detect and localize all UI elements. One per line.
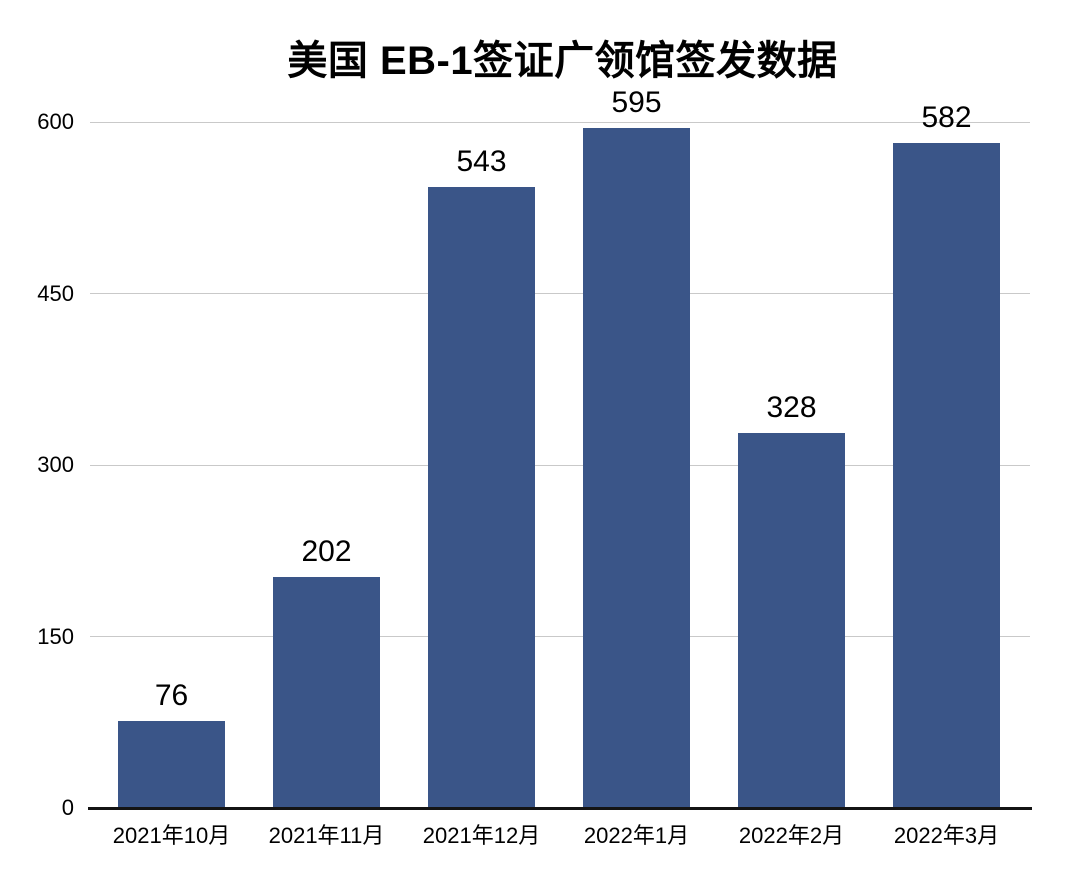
x-axis-line bbox=[88, 807, 1032, 810]
bar-value-label: 202 bbox=[301, 535, 352, 569]
y-axis-tick-label: 600 bbox=[37, 109, 74, 134]
bar bbox=[118, 721, 225, 808]
x-axis-tick-label: 2021年12月 bbox=[422, 823, 541, 848]
gridline bbox=[90, 121, 1030, 123]
bar-value-label: 76 bbox=[154, 679, 189, 713]
x-axis-tick-label: 2021年11月 bbox=[268, 823, 385, 848]
gridline bbox=[90, 636, 1030, 637]
y-axis-tick-label: 150 bbox=[37, 623, 74, 649]
x-axis-tick-label: 2021年10月 bbox=[112, 823, 231, 848]
x-axis-tick-label: 2022年2月 bbox=[738, 823, 845, 848]
chart-title: 美国 EB-1签证广领馆签发数据 bbox=[287, 39, 838, 83]
y-axis-tick-label: 450 bbox=[37, 280, 74, 306]
bar-value-label: 328 bbox=[766, 390, 817, 424]
bar bbox=[428, 187, 535, 808]
bar-value-label: 595 bbox=[611, 85, 662, 119]
bar bbox=[583, 127, 690, 808]
bar-value-label: 543 bbox=[456, 145, 507, 179]
bar bbox=[893, 142, 1000, 808]
bar bbox=[738, 432, 845, 808]
y-axis-tick-label: 300 bbox=[37, 452, 74, 477]
bar bbox=[273, 577, 380, 808]
bar-value-label: 582 bbox=[921, 100, 972, 134]
gridline bbox=[90, 464, 1030, 466]
x-axis-tick-label: 2022年1月 bbox=[583, 823, 690, 848]
y-axis-tick-label: 0 bbox=[61, 795, 74, 820]
x-axis-tick-label: 2022年3月 bbox=[893, 823, 1000, 848]
gridline bbox=[90, 293, 1030, 294]
